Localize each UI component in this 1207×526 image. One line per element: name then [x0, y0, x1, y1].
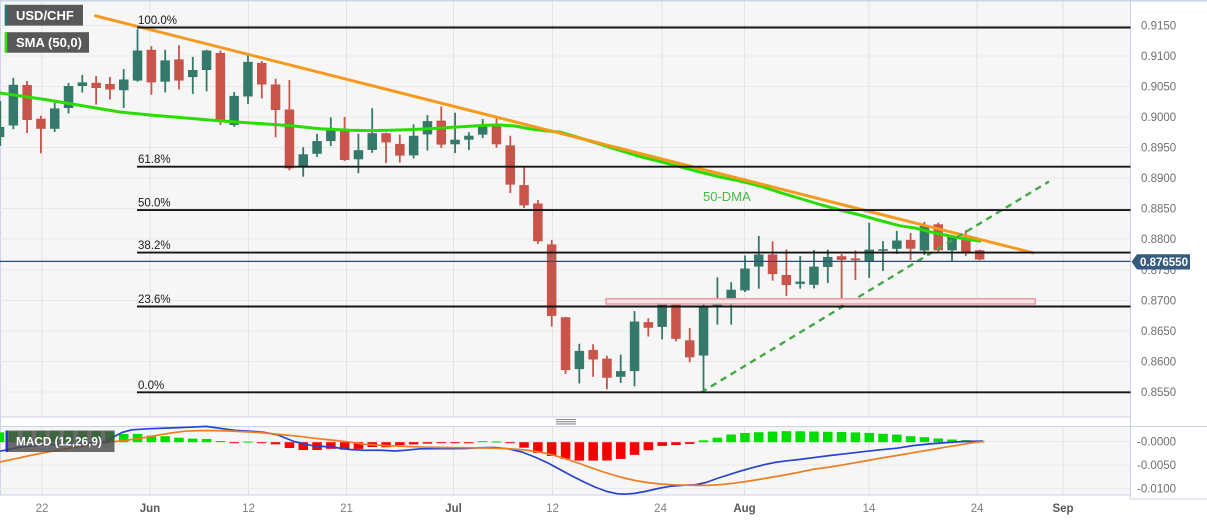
svg-text:22: 22: [36, 503, 49, 515]
svg-text:50.0%: 50.0%: [138, 198, 171, 210]
svg-text:21: 21: [340, 503, 353, 515]
svg-text:0.9050: 0.9050: [1141, 82, 1176, 94]
svg-text:Jun: Jun: [140, 503, 160, 515]
svg-text:0.8800: 0.8800: [1141, 234, 1176, 246]
svg-text:-0.0050: -0.0050: [1137, 460, 1176, 472]
svg-text:Aug: Aug: [733, 503, 755, 515]
svg-text:-0.0100: -0.0100: [1137, 484, 1176, 496]
svg-text:0.876550: 0.876550: [1140, 257, 1188, 269]
svg-text:SMA (50,0): SMA (50,0): [16, 35, 82, 50]
svg-text:24: 24: [654, 503, 667, 515]
svg-text:Sep: Sep: [1052, 503, 1073, 515]
svg-text:0.8850: 0.8850: [1141, 204, 1176, 216]
svg-text:61.8%: 61.8%: [138, 154, 171, 166]
svg-text:0.8650: 0.8650: [1141, 326, 1176, 338]
svg-text:Jul: Jul: [445, 503, 462, 515]
svg-text:0.9150: 0.9150: [1141, 21, 1176, 33]
svg-text:50-DMA: 50-DMA: [703, 189, 751, 204]
svg-text:23.6%: 23.6%: [138, 294, 171, 306]
svg-text:38.2%: 38.2%: [138, 240, 171, 252]
svg-text:100.0%: 100.0%: [138, 15, 177, 27]
svg-text:0.8700: 0.8700: [1141, 296, 1176, 308]
svg-text:0.8550: 0.8550: [1141, 387, 1176, 399]
svg-text:USD/CHF: USD/CHF: [16, 8, 74, 23]
svg-text:14: 14: [863, 503, 876, 515]
svg-text:0.9100: 0.9100: [1141, 51, 1176, 63]
svg-text:0.0%: 0.0%: [138, 380, 164, 392]
svg-text:MACD (12,26,9): MACD (12,26,9): [16, 435, 102, 449]
svg-text:12: 12: [242, 503, 255, 515]
svg-text:24: 24: [971, 503, 984, 515]
svg-text:0.8900: 0.8900: [1141, 173, 1176, 185]
svg-text:0.8600: 0.8600: [1141, 357, 1176, 369]
svg-text:12: 12: [546, 503, 559, 515]
svg-text:0.9000: 0.9000: [1141, 112, 1176, 124]
svg-text:0.8950: 0.8950: [1141, 143, 1176, 155]
svg-text:-0.0000: -0.0000: [1137, 437, 1176, 449]
